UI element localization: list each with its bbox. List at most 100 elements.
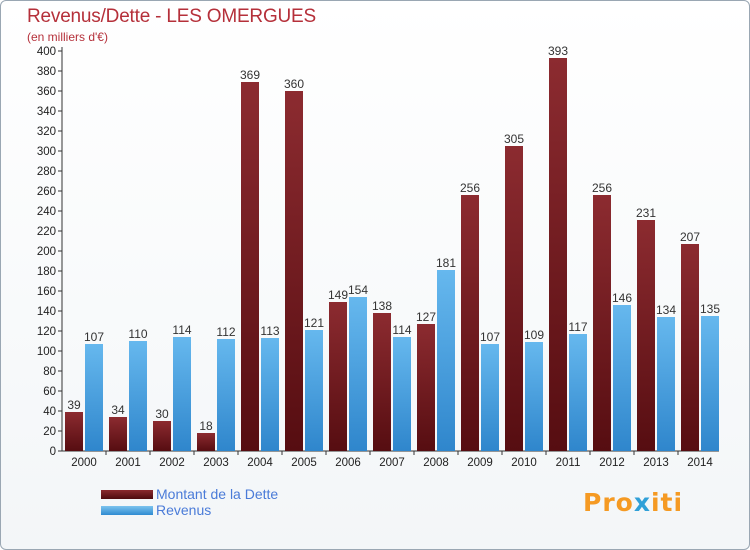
revenus-bar: [217, 339, 235, 451]
revenus-bar: [129, 341, 147, 451]
x-tick-label: 2012: [599, 457, 625, 469]
y-tick-label: 300: [37, 146, 56, 158]
revenus-bar-value-label: 114: [172, 323, 191, 337]
dette-bar: [681, 244, 699, 451]
dette-bar: [329, 302, 347, 451]
dette-bar: [549, 58, 567, 451]
x-tick-label: 2002: [159, 457, 185, 469]
dette-bar: [417, 324, 435, 451]
y-tick-label: 200: [37, 246, 56, 258]
revenus-bar: [481, 344, 499, 451]
y-tick-label: 240: [37, 206, 56, 218]
revenus-bar-value-label: 181: [436, 256, 456, 270]
dette-bar: [153, 421, 171, 451]
chart-subtitle: (en milliers d'€): [27, 30, 108, 44]
dette-bar: [65, 412, 83, 451]
y-tick-label: 220: [37, 226, 56, 238]
dette-bar-value-label: 305: [504, 132, 524, 146]
dette-bar: [109, 417, 127, 451]
y-tick-label: 280: [37, 166, 56, 178]
x-tick-label: 2014: [687, 457, 713, 469]
dette-bar: [241, 82, 259, 451]
revenus-bar: [85, 344, 103, 451]
dette-bar-value-label: 18: [199, 419, 213, 433]
revenus-bar-value-label: 107: [480, 330, 500, 344]
y-tick-label: 100: [37, 346, 56, 358]
revenus-bar-value-label: 146: [612, 291, 632, 305]
x-tick-label: 2000: [71, 457, 97, 469]
x-tick-label: 2007: [379, 457, 405, 469]
revenus-bar: [701, 316, 719, 451]
chart-title: Revenus/Dette - LES OMERGUES: [27, 6, 317, 27]
revenus-bar-value-label: 107: [84, 330, 104, 344]
y-tick-label: 340: [37, 106, 56, 118]
dette-bar-value-label: 256: [460, 181, 480, 195]
y-tick-label: 400: [37, 46, 56, 58]
revenus-bar: [613, 305, 631, 451]
revenus-bar: [261, 338, 279, 451]
revenus-bar-value-label: 121: [304, 316, 324, 330]
legend-label-dette: Montant de la Dette: [156, 486, 279, 502]
x-tick-label: 2009: [467, 457, 493, 469]
dette-bar: [285, 91, 303, 451]
y-tick-label: 160: [37, 286, 56, 298]
dette-bar-value-label: 256: [592, 181, 612, 195]
dette-bar-value-label: 393: [548, 44, 568, 58]
revenus-bar: [657, 317, 675, 451]
revenus-bar-value-label: 110: [128, 327, 147, 341]
revenus-bar: [393, 337, 411, 451]
x-tick-label: 2013: [643, 457, 669, 469]
y-tick-label: 320: [37, 126, 56, 138]
x-tick-label: 2008: [423, 457, 449, 469]
dette-bar-value-label: 30: [155, 407, 169, 421]
x-tick-label: 2005: [291, 457, 317, 469]
y-tick-label: 40: [43, 406, 56, 418]
dette-bar: [373, 313, 391, 451]
y-tick-label: 120: [37, 326, 56, 338]
y-tick-label: 360: [37, 86, 56, 98]
y-tick-label: 80: [43, 366, 56, 378]
dette-bar-value-label: 369: [240, 68, 260, 82]
dette-bar: [637, 220, 655, 451]
revenus-bar: [569, 334, 587, 451]
x-tick-label: 2003: [203, 457, 229, 469]
revenus-bar-value-label: 113: [260, 324, 279, 338]
dette-bar: [461, 195, 479, 451]
dette-bar-value-label: 360: [284, 77, 304, 91]
revenus-bar-value-label: 134: [656, 303, 676, 317]
dette-bar-value-label: 34: [111, 403, 125, 417]
dette-bar: [197, 433, 215, 451]
x-tick-label: 2001: [115, 457, 141, 469]
revenus-bar: [349, 297, 367, 451]
revenus-bar-value-label: 117: [568, 320, 587, 334]
dette-bar: [593, 195, 611, 451]
y-tick-label: 20: [43, 426, 56, 438]
revenus-bar-value-label: 112: [216, 325, 235, 339]
proxiti-logo: Proxiti: [583, 488, 684, 517]
x-tick-label: 2004: [247, 457, 273, 469]
revenus-bar: [173, 337, 191, 451]
revenus-bar-value-label: 135: [700, 302, 720, 316]
legend-swatch-dette: [101, 490, 153, 499]
dette-bar-value-label: 149: [328, 288, 348, 302]
dette-bar-value-label: 231: [636, 206, 656, 220]
legend-swatch-revenus: [101, 506, 153, 515]
dette-bar-value-label: 207: [680, 230, 700, 244]
revenus-bar: [305, 330, 323, 451]
x-tick-label: 2011: [556, 457, 581, 469]
y-tick-label: 180: [37, 266, 56, 278]
dette-bar-value-label: 138: [372, 299, 392, 313]
dette-bar-value-label: 39: [67, 398, 81, 412]
dette-bar-value-label: 127: [416, 310, 436, 324]
x-tick-label: 2010: [511, 457, 537, 469]
revenus-bar: [437, 270, 455, 451]
revenus-bar: [525, 342, 543, 451]
y-tick-label: 0: [50, 446, 56, 458]
revenus-bar-value-label: 154: [348, 283, 368, 297]
y-tick-label: 140: [37, 306, 56, 318]
revenus-bar-value-label: 114: [392, 323, 411, 337]
y-tick-label: 380: [37, 66, 56, 78]
revenus-bar-value-label: 109: [524, 328, 544, 342]
